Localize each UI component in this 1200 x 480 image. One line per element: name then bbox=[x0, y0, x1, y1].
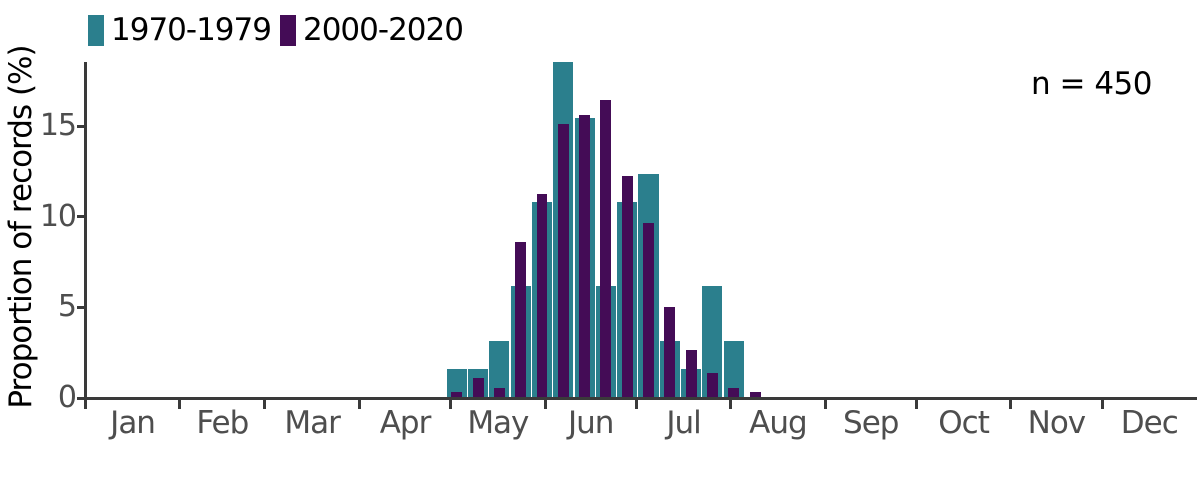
x-tick bbox=[178, 400, 182, 409]
y-tick bbox=[77, 215, 86, 219]
x-tick bbox=[357, 400, 361, 409]
x-tick-label: Feb bbox=[196, 405, 249, 441]
bar-1970-1979 bbox=[723, 341, 744, 397]
bar-2000-2020 bbox=[706, 373, 718, 397]
x-tick-label: Sep bbox=[843, 405, 899, 441]
legend-label-1970-1979: 1970-1979 bbox=[111, 12, 272, 48]
x-tick-label: Jan bbox=[110, 405, 156, 441]
bar-2000-2020 bbox=[557, 123, 569, 397]
bar-2000-2020 bbox=[536, 194, 548, 397]
x-tick bbox=[823, 400, 827, 409]
x-tick-label: May bbox=[467, 405, 529, 441]
bar-1970-1979 bbox=[489, 341, 510, 397]
sample-size-annotation: n = 450 bbox=[1031, 66, 1153, 102]
x-tick bbox=[1100, 400, 1104, 409]
x-tick bbox=[634, 400, 638, 409]
bar-2000-2020 bbox=[493, 387, 505, 397]
x-tick-label: Dec bbox=[1120, 405, 1179, 441]
x-tick-label: Apr bbox=[379, 405, 432, 441]
bar-2000-2020 bbox=[600, 100, 612, 397]
x-tick bbox=[914, 400, 918, 409]
legend-item-1970-1979: 1970-1979 bbox=[88, 12, 272, 48]
x-tick bbox=[1009, 400, 1013, 409]
legend-swatch-2000-2020 bbox=[279, 15, 296, 46]
x-tick bbox=[543, 400, 547, 409]
x-tick bbox=[263, 400, 267, 409]
x-tick-label: Jun bbox=[567, 405, 614, 441]
y-tick-label: 0 bbox=[57, 380, 77, 415]
bar-2000-2020 bbox=[728, 387, 740, 397]
bar-2000-2020 bbox=[451, 392, 463, 397]
legend: 1970-1979 2000-2020 bbox=[88, 12, 464, 48]
legend-label-2000-2020: 2000-2020 bbox=[302, 12, 464, 48]
y-axis-line bbox=[84, 62, 87, 400]
x-tick-label: Mar bbox=[284, 405, 341, 441]
y-tick bbox=[77, 124, 86, 128]
legend-item-2000-2020: 2000-2020 bbox=[279, 12, 464, 48]
bar-1970-1979 bbox=[702, 285, 723, 397]
y-tick bbox=[77, 396, 86, 400]
x-axis-line bbox=[84, 397, 1197, 400]
bar-2000-2020 bbox=[472, 378, 484, 397]
x-tick bbox=[729, 400, 733, 409]
x-tick-label: Nov bbox=[1027, 405, 1087, 441]
x-tick bbox=[83, 400, 87, 409]
bar-2000-2020 bbox=[621, 175, 633, 397]
legend-swatch-1970-1979 bbox=[88, 15, 104, 46]
x-tick-label: Oct bbox=[938, 405, 990, 441]
bar-2000-2020 bbox=[685, 349, 697, 397]
y-tick-label: 10 bbox=[39, 198, 77, 234]
x-tick-label: Aug bbox=[749, 405, 808, 441]
y-tick bbox=[77, 305, 86, 309]
bar-1970-1979 bbox=[446, 369, 467, 397]
bar-2000-2020 bbox=[515, 241, 527, 397]
x-tick-label: Jul bbox=[666, 405, 701, 441]
bar-2000-2020 bbox=[579, 114, 591, 397]
y-tick-label: 15 bbox=[39, 108, 77, 144]
x-tick bbox=[449, 400, 453, 409]
bar-2000-2020 bbox=[643, 222, 654, 397]
bar-2000-2020 bbox=[749, 392, 761, 397]
bar-2000-2020 bbox=[664, 307, 676, 397]
y-tick-label: 5 bbox=[57, 289, 77, 325]
